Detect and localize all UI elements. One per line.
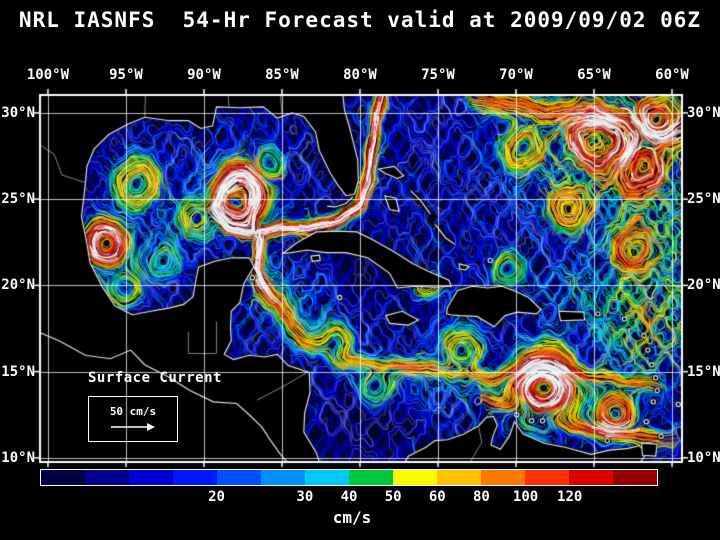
colorbar-cell <box>261 470 305 485</box>
colorbar-cell <box>173 470 217 485</box>
colorbar-cell <box>613 470 657 485</box>
colorbar-tick-label: 30 <box>296 489 314 505</box>
colorbar-units-label: cm/s <box>332 508 372 527</box>
surface-current-label: Surface Current <box>88 370 222 386</box>
colorbar-cell <box>217 470 261 485</box>
lat-tick-label-left: 25°N <box>1 191 35 208</box>
scale-arrow-icon <box>111 423 155 431</box>
colorbar-cell <box>41 470 85 485</box>
colorbar-tick-label: 40 <box>340 489 358 505</box>
current-scale-box: 50 cm/s <box>88 396 178 442</box>
lon-tick-label: 80°W <box>343 67 377 83</box>
lat-tick-label-right: 15°N <box>687 363 720 380</box>
lon-tick-label: 90°W <box>187 67 221 83</box>
colorbar-cell <box>129 470 173 485</box>
lon-tick-label: 95°W <box>109 67 143 83</box>
lon-tick-label: 60°W <box>655 67 689 83</box>
colorbar-cell <box>569 470 613 485</box>
figure-title: NRL IASNFS 54-Hr Forecast valid at 2009/… <box>18 8 702 32</box>
lat-tick-label-left: 10°N <box>1 449 35 466</box>
colorbar-cell <box>437 470 481 485</box>
lat-tick-label-left: 15°N <box>1 363 35 380</box>
lon-tick-label: 65°W <box>577 67 611 83</box>
surface-current-annotation: Surface Current 50 cm/s <box>88 370 222 442</box>
colorbar-tick-label: 100 <box>512 489 539 505</box>
lat-tick-label-right: 30°N <box>687 104 720 121</box>
colorbar-cell <box>525 470 569 485</box>
scale-value-label: 50 cm/s <box>109 405 157 418</box>
colorbar-tick-label: 50 <box>384 489 402 505</box>
lon-tick-label: 70°W <box>499 67 533 83</box>
lat-tick-label-right: 10°N <box>687 449 720 466</box>
colorbar-cell <box>305 470 349 485</box>
lon-tick-label: 75°W <box>421 67 455 83</box>
colorbar-tick-label: 120 <box>557 489 583 505</box>
colorbar-cell <box>393 470 437 485</box>
lon-tick-label: 100°W <box>26 67 70 83</box>
colorbar-cell <box>349 470 393 485</box>
speed-colorbar <box>40 469 658 486</box>
colorbar-cell <box>481 470 525 485</box>
colorbar-cell <box>85 470 129 485</box>
lat-tick-label-right: 25°N <box>687 191 720 208</box>
lat-tick-label-left: 20°N <box>1 277 35 294</box>
lat-tick-label-left: 30°N <box>1 104 35 121</box>
colorbar-tick-label: 80 <box>472 489 490 505</box>
colorbar-tick-label: 60 <box>428 489 446 505</box>
lon-tick-label: 85°W <box>265 67 299 83</box>
lat-tick-label-right: 20°N <box>687 277 720 294</box>
colorbar-tick-label: 20 <box>208 489 225 505</box>
